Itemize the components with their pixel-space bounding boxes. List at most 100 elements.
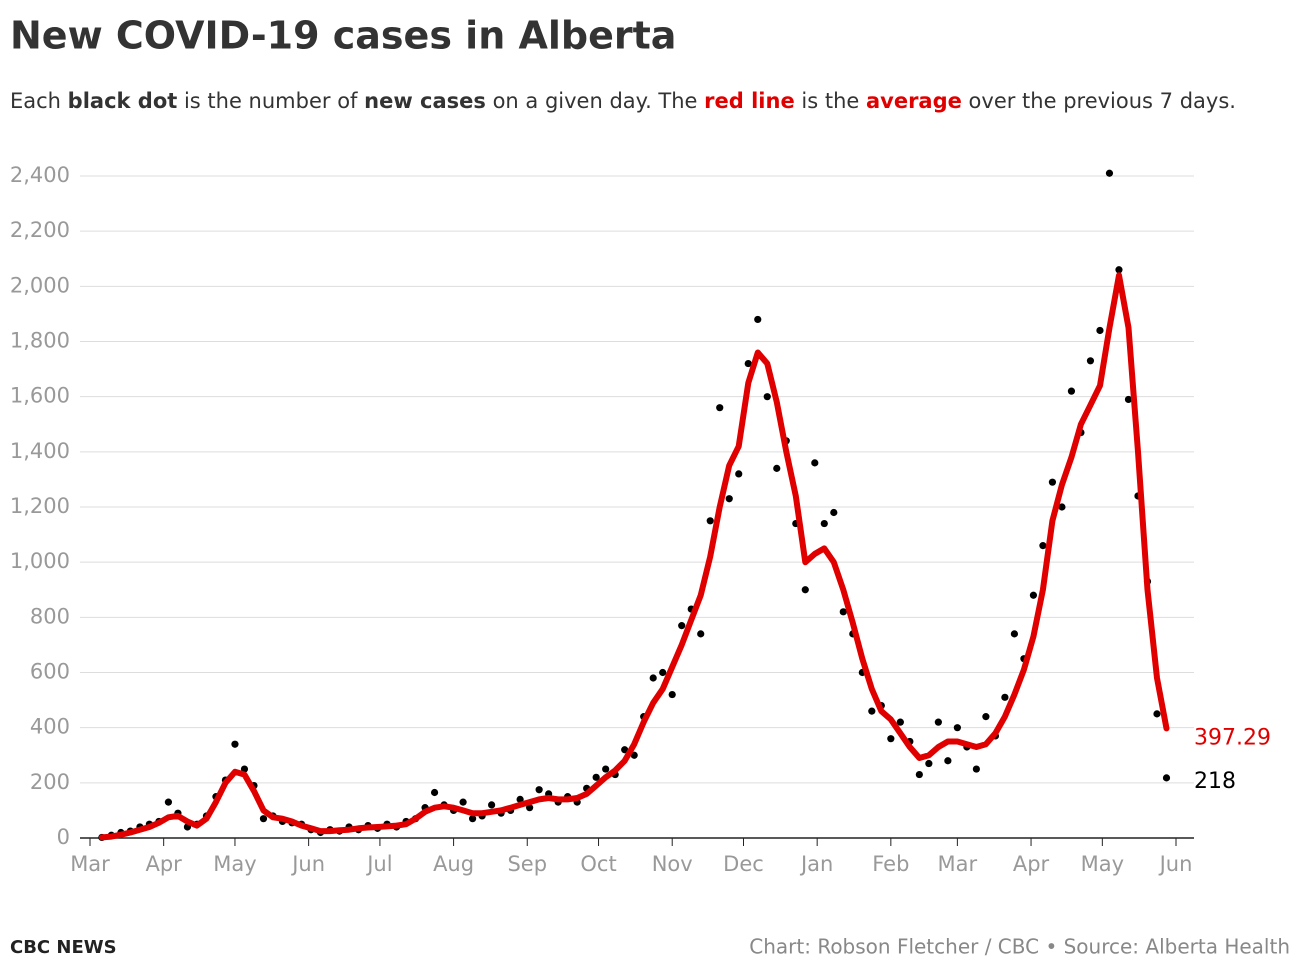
case-dot bbox=[915, 770, 923, 779]
case-dot bbox=[953, 724, 961, 732]
x-tick-label: May bbox=[1081, 852, 1124, 876]
average-line bbox=[98, 272, 1170, 841]
y-tick-label: 800 bbox=[30, 604, 70, 628]
subtitle-part: Each bbox=[10, 89, 68, 113]
case-dot bbox=[1067, 387, 1076, 395]
x-tick-label: Nov bbox=[652, 852, 693, 876]
case-dot bbox=[649, 674, 657, 682]
case-dot bbox=[1096, 326, 1104, 335]
case-dot bbox=[1086, 357, 1095, 365]
end-label: 397.29 bbox=[1194, 725, 1271, 750]
y-tick-label: 2,200 bbox=[10, 218, 70, 242]
y-tick-label: 600 bbox=[30, 660, 70, 684]
case-dot bbox=[982, 713, 990, 721]
case-dot bbox=[706, 517, 714, 525]
case-dot bbox=[1105, 169, 1114, 177]
x-tick-label: Oct bbox=[580, 852, 616, 876]
x-tick-label: Apr bbox=[145, 852, 182, 876]
case-dot bbox=[887, 735, 895, 743]
subtitle-part: on a given day. The bbox=[486, 89, 704, 113]
y-tick-label: 0 bbox=[57, 825, 70, 849]
case-dot bbox=[1058, 503, 1066, 511]
case-dot bbox=[164, 798, 173, 806]
case-dot bbox=[1162, 774, 1171, 782]
series-name: average bbox=[866, 89, 962, 113]
case-dot bbox=[516, 795, 524, 803]
case-dot bbox=[725, 495, 733, 503]
case-dot bbox=[535, 786, 543, 794]
x-tick-label: Jun bbox=[1158, 852, 1193, 876]
y-tick-label: 1,400 bbox=[10, 439, 70, 463]
case-dot bbox=[459, 798, 467, 806]
case-dot bbox=[1048, 478, 1057, 486]
subtitle-part: black dot bbox=[68, 89, 178, 113]
y-tick-label: 1,600 bbox=[10, 384, 70, 408]
footer-brand: CBC NEWS bbox=[10, 937, 117, 958]
case-dot bbox=[630, 751, 638, 759]
case-dot bbox=[1001, 693, 1009, 701]
x-tick-label: Sep bbox=[507, 852, 547, 876]
x-tick-label: Jan bbox=[799, 852, 833, 876]
x-tick-label: Feb bbox=[872, 852, 909, 876]
case-dot bbox=[1010, 630, 1019, 638]
subtitle-part: over the previous 7 days. bbox=[962, 89, 1236, 113]
footer-credit: Chart: Robson Fletcher / CBC • Source: A… bbox=[749, 935, 1290, 959]
y-tick-label: 200 bbox=[30, 770, 70, 794]
case-dot bbox=[744, 359, 752, 368]
subtitle-part: red line bbox=[704, 89, 795, 113]
case-dot bbox=[1039, 542, 1047, 550]
case-dot bbox=[773, 464, 781, 472]
case-dot bbox=[839, 608, 847, 616]
x-tick-label: Dec bbox=[723, 852, 764, 876]
x-tick-label: Apr bbox=[1013, 852, 1050, 876]
case-dot bbox=[1153, 710, 1161, 718]
case-dot bbox=[811, 459, 819, 467]
case-dot bbox=[925, 759, 933, 768]
x-tick-label: Jun bbox=[290, 852, 325, 876]
case-dot bbox=[430, 788, 439, 797]
case-dot bbox=[735, 470, 743, 478]
series-name: new cases bbox=[364, 89, 486, 113]
y-tick-label: 2,400 bbox=[10, 163, 70, 187]
case-dot bbox=[259, 815, 268, 823]
case-dot bbox=[763, 393, 771, 401]
case-dot bbox=[592, 773, 600, 781]
case-dot bbox=[488, 801, 496, 809]
chart-title: New COVID-19 cases in Alberta bbox=[10, 14, 676, 58]
y-tick-label: 1,800 bbox=[10, 329, 70, 353]
case-dot bbox=[868, 707, 876, 715]
x-tick-label: May bbox=[213, 852, 256, 876]
x-tick-label: Mar bbox=[938, 852, 978, 876]
y-tick-label: 400 bbox=[30, 715, 70, 739]
case-dot bbox=[801, 586, 809, 594]
case-dot bbox=[668, 690, 676, 699]
case-dot bbox=[754, 315, 762, 324]
y-tick-label: 2,000 bbox=[10, 273, 70, 297]
x-tick-label: Aug bbox=[433, 852, 474, 876]
case-dot bbox=[896, 718, 904, 726]
case-dot bbox=[602, 765, 610, 773]
case-dot bbox=[231, 740, 239, 748]
case-dot bbox=[1115, 266, 1123, 274]
case-dot bbox=[1029, 591, 1038, 599]
case-dot bbox=[678, 622, 686, 630]
case-dot bbox=[697, 630, 705, 638]
chart-subtitle: Each black dot is the number of new case… bbox=[10, 89, 1236, 113]
end-label: 218 bbox=[1194, 769, 1236, 794]
case-dot bbox=[944, 757, 952, 765]
case-dot bbox=[820, 519, 828, 528]
case-dot bbox=[1124, 395, 1133, 404]
y-tick-label: 1,200 bbox=[10, 494, 70, 518]
case-dot bbox=[468, 815, 477, 823]
case-dot bbox=[716, 404, 724, 412]
case-dot bbox=[621, 746, 629, 754]
case-dot bbox=[830, 508, 838, 517]
subtitle-part: is the bbox=[795, 89, 866, 113]
x-tick-label: Mar bbox=[70, 852, 110, 876]
case-dot bbox=[659, 668, 667, 677]
case-dot bbox=[240, 765, 249, 773]
case-dot bbox=[972, 765, 980, 773]
subtitle-part: is the number of bbox=[177, 89, 364, 113]
case-dot bbox=[526, 804, 534, 812]
